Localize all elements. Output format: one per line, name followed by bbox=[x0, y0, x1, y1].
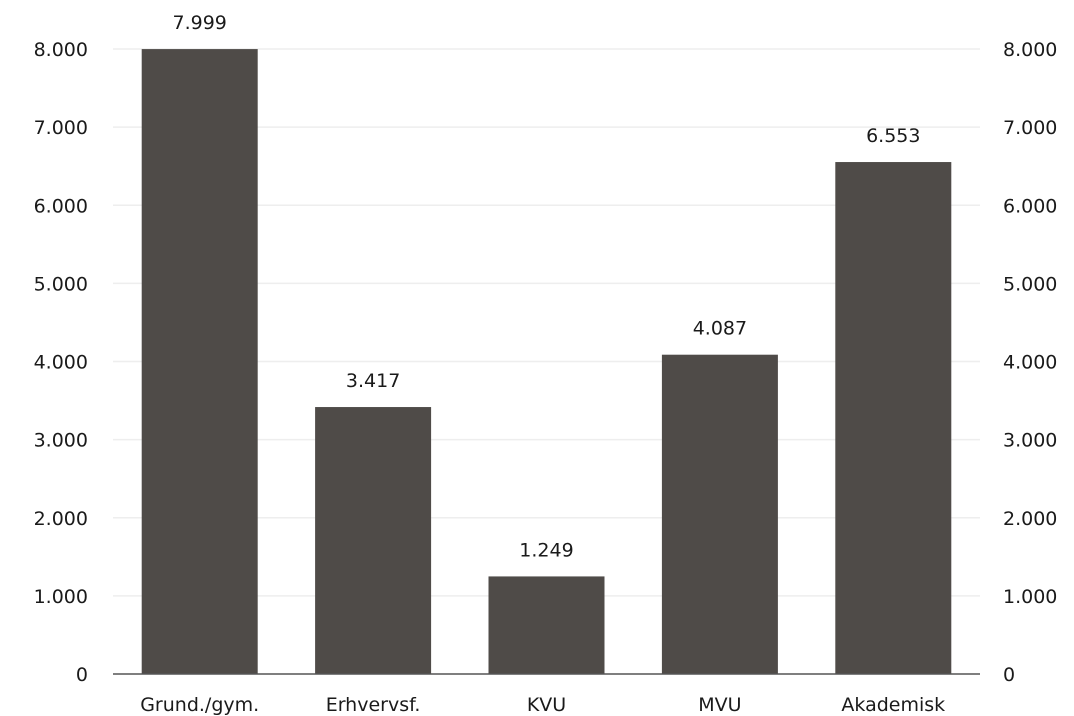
y-tick-label-right: 2.000 bbox=[1003, 508, 1057, 530]
y-tick-label-right: 7.000 bbox=[1003, 117, 1057, 139]
x-category-label: MVU bbox=[698, 694, 741, 716]
y-tick-label-left: 5.000 bbox=[34, 273, 88, 295]
x-category-label: Erhvervsf. bbox=[326, 694, 421, 716]
data-labels: 7.999 3.417 1.249 4.087 6.553 bbox=[172, 12, 920, 561]
bar-mvu bbox=[662, 355, 778, 674]
bar-erhvervsf bbox=[315, 407, 431, 674]
x-category-label: KVU bbox=[527, 694, 566, 716]
x-axis-categories: Grund./gym. Erhvervsf. KVU MVU Akademisk bbox=[140, 694, 945, 716]
data-label: 3.417 bbox=[346, 370, 400, 392]
y-tick-label-left: 4.000 bbox=[34, 352, 88, 374]
y-tick-label-right: 0 bbox=[1003, 664, 1015, 686]
y-tick-label-left: 6.000 bbox=[34, 195, 88, 217]
left-y-axis: 0 1.000 2.000 3.000 4.000 5.000 6.000 7.000 8.00… bbox=[34, 39, 88, 686]
y-tick-label-left: 7.000 bbox=[34, 117, 88, 139]
data-label: 7.999 bbox=[172, 12, 226, 34]
bar-akademisk bbox=[835, 162, 951, 674]
bar-kvu bbox=[489, 576, 605, 674]
bar-grund-gym bbox=[142, 49, 258, 674]
y-tick-label-right: 8.000 bbox=[1003, 39, 1057, 61]
data-label: 6.553 bbox=[866, 125, 920, 147]
y-tick-label-right: 1.000 bbox=[1003, 586, 1057, 608]
data-label: 1.249 bbox=[519, 539, 573, 561]
y-tick-label-right: 3.000 bbox=[1003, 430, 1057, 452]
right-y-axis: 0 1.000 2.000 3.000 4.000 5.000 6.000 7.000 8.00… bbox=[1003, 39, 1057, 686]
y-tick-label-left: 2.000 bbox=[34, 508, 88, 530]
y-tick-label-right: 5.000 bbox=[1003, 273, 1057, 295]
y-tick-label-right: 6.000 bbox=[1003, 195, 1057, 217]
y-tick-label-left: 3.000 bbox=[34, 430, 88, 452]
x-category-label: Grund./gym. bbox=[140, 694, 259, 716]
x-category-label: Akademisk bbox=[841, 694, 945, 716]
y-tick-label-left: 8.000 bbox=[34, 39, 88, 61]
y-tick-label-left: 1.000 bbox=[34, 586, 88, 608]
data-label: 4.087 bbox=[693, 318, 747, 340]
y-tick-label-left: 0 bbox=[76, 664, 88, 686]
y-tick-label-right: 4.000 bbox=[1003, 352, 1057, 374]
